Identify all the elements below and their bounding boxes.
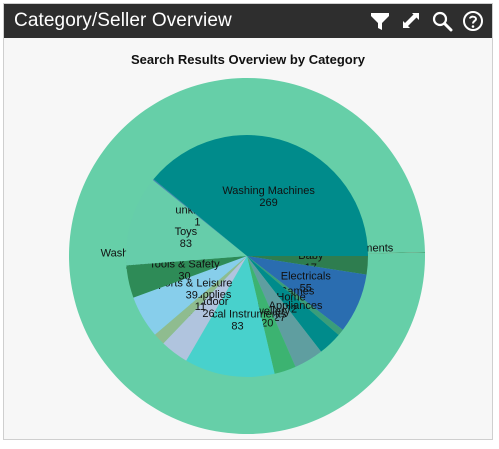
- slice-value-label: 26: [202, 308, 214, 320]
- filter-icon[interactable]: [369, 10, 391, 32]
- pie-slice[interactable]: [247, 256, 343, 335]
- pie-slice[interactable]: [247, 256, 322, 367]
- chart-title: Search Results Overview by Category: [130, 52, 366, 67]
- slice-label: Toys: [175, 226, 198, 238]
- header-toolbar: [369, 10, 484, 32]
- slice-value-label: 1: [194, 217, 200, 229]
- search-icon[interactable]: [431, 10, 453, 32]
- overview-panel: Category/Seller Overview: [3, 3, 493, 440]
- slice-label: Electricals: [281, 270, 332, 282]
- pie-slice[interactable]: [247, 256, 367, 330]
- slice-value-label: 83: [180, 238, 192, 250]
- slice-value-label: 11: [195, 301, 206, 313]
- panel-title: Category/Seller Overview: [14, 10, 232, 31]
- slice-value-label: 20: [261, 318, 273, 330]
- pie-slice[interactable]: [152, 179, 247, 256]
- category-pie-chart: Washing Machi2438cal Instruments1Baby17E…: [69, 78, 426, 434]
- slice-value-label: 30: [178, 271, 190, 283]
- slice-value-label: 269: [259, 197, 277, 209]
- pie-slice[interactable]: [186, 256, 275, 377]
- slice-label: Home: [276, 291, 305, 303]
- pie-slice[interactable]: [163, 256, 247, 361]
- pie-slice[interactable]: [133, 256, 247, 335]
- pie-slice[interactable]: [153, 134, 368, 256]
- panel-header: Category/Seller Overview: [4, 4, 492, 38]
- help-icon[interactable]: [462, 10, 484, 32]
- pie-slice[interactable]: [126, 256, 247, 298]
- pie-slice[interactable]: [125, 179, 247, 266]
- expand-icon[interactable]: [400, 10, 422, 32]
- slice-value-label: 83: [231, 320, 243, 332]
- pie-slice[interactable]: [247, 256, 339, 352]
- pie-slice[interactable]: [247, 256, 368, 275]
- slice-value-label: 27: [274, 312, 286, 324]
- pie-slice[interactable]: [247, 256, 296, 374]
- pie-slice[interactable]: [154, 256, 247, 344]
- slice-value-label: 55: [300, 282, 312, 294]
- slice-value-label: 39: [186, 289, 198, 301]
- slice-label: Washing Machines: [222, 185, 315, 197]
